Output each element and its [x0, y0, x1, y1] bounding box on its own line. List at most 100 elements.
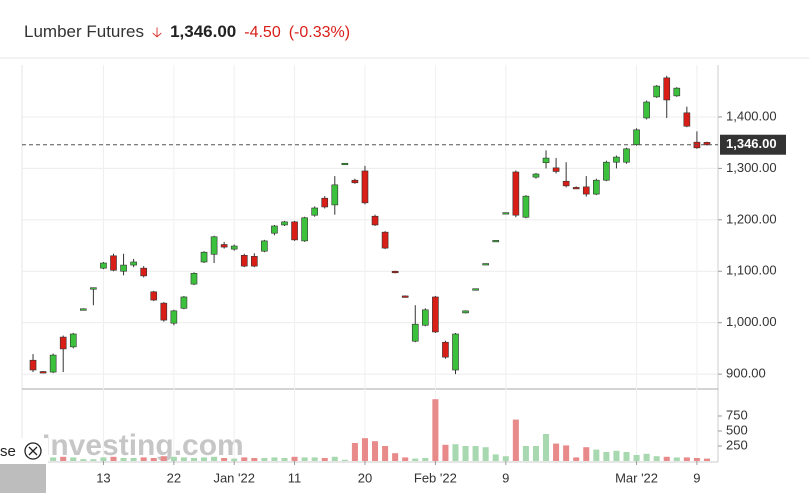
candle-body [653, 85, 660, 98]
volume-bar [472, 446, 479, 461]
candle-body [562, 180, 570, 187]
volume-bar [201, 457, 208, 461]
volume-bar [50, 457, 57, 461]
x-tick-label: 22 [167, 470, 181, 485]
candle-body [120, 264, 127, 272]
candle-body [663, 77, 671, 101]
volume-tick-label: 750 [726, 407, 748, 422]
y-tick-label: 1,200.00 [726, 211, 777, 226]
candle-body [271, 225, 278, 234]
thumbnail [0, 463, 46, 493]
candle-body [59, 336, 67, 350]
volume-bar [452, 444, 459, 461]
y-tick-label: 1,000.00 [726, 314, 777, 329]
volume-bar [653, 456, 660, 461]
volume-bar [673, 457, 680, 461]
candle-body [422, 309, 429, 326]
y-tick-label: 1,100.00 [726, 263, 777, 278]
volume-bar [422, 458, 429, 461]
candle-body [301, 217, 308, 242]
watermark: Investing.com [42, 429, 244, 462]
candle-body [381, 231, 389, 249]
volume-bar [170, 456, 177, 461]
change-percent: (-0.33%) [288, 24, 351, 41]
candle-body [673, 87, 681, 97]
candle-body [572, 187, 580, 190]
volume-bar [70, 457, 77, 461]
candle-body [210, 236, 218, 255]
candle-body [442, 341, 449, 358]
candle-body [261, 240, 268, 252]
volume-bar [150, 458, 157, 461]
candle-body [502, 212, 510, 215]
last-price-label: 1,346.00 [726, 136, 777, 151]
x-tick-label: Mar '22 [615, 470, 658, 485]
volume-bar [382, 446, 389, 461]
x-tick-label: 20 [358, 470, 372, 485]
candle-body [472, 288, 479, 291]
volume-bar [603, 452, 610, 461]
candle-body [200, 251, 208, 263]
candle-body [130, 261, 137, 266]
volume-bar [482, 447, 489, 461]
candle-body [462, 310, 469, 314]
volume-bar [231, 458, 238, 461]
volume-bar [442, 444, 449, 461]
volume-bar [543, 434, 550, 461]
volume-bar [412, 458, 419, 461]
volume-bar [583, 447, 590, 461]
y-tick-label: 1,400.00 [726, 108, 777, 123]
volume-bar [301, 457, 308, 461]
volume-bar [432, 399, 439, 461]
candle-body [321, 197, 329, 208]
volume-bar [120, 458, 127, 461]
volume-bar [190, 458, 197, 461]
candle-body [391, 270, 399, 274]
candle-body [512, 171, 520, 216]
volume-bar [241, 457, 248, 461]
volume-bar [321, 458, 328, 461]
y-tick-label: 1,300.00 [726, 160, 777, 175]
volume-bar [633, 455, 640, 461]
candle-body [251, 256, 258, 267]
candle-body [411, 323, 419, 342]
x-tick-label: Jan '22 [213, 470, 255, 485]
volume-bar [251, 458, 258, 461]
volume-bar [492, 454, 499, 461]
candle-body [522, 195, 530, 218]
volume-bar [110, 456, 117, 461]
volume-bar [512, 419, 519, 461]
volume-bar [502, 456, 509, 461]
x-tick-label: 13 [96, 470, 110, 485]
volume-bar [341, 459, 348, 461]
close-icon[interactable] [24, 442, 42, 460]
volume-bar [462, 446, 469, 461]
title: Lumber Futures [24, 22, 144, 41]
candle-body [180, 296, 188, 309]
volume-bar [643, 453, 650, 461]
candle-body [452, 333, 459, 371]
candle-body [341, 162, 349, 166]
volume-bar [532, 446, 539, 461]
overlay-bg [0, 438, 48, 464]
candle-body [432, 296, 439, 333]
candle-body [90, 287, 97, 290]
candle-body [703, 142, 711, 146]
volume-bar [100, 457, 107, 461]
volume-bar [663, 456, 670, 461]
candle-body [150, 291, 158, 301]
x-tick-label: 11 [288, 470, 302, 485]
x-tick-label: Feb '22 [414, 470, 457, 485]
candle-body [331, 184, 339, 206]
last-price-tag [720, 134, 786, 155]
volume-bar [623, 452, 630, 461]
volume-bar [683, 457, 690, 461]
candle-body [110, 255, 117, 271]
candle-body [291, 221, 298, 241]
volume-bar [291, 456, 298, 461]
candle-body [281, 221, 288, 226]
candle-body [311, 207, 318, 216]
candle-body [532, 173, 540, 178]
volume-bar [522, 446, 529, 461]
